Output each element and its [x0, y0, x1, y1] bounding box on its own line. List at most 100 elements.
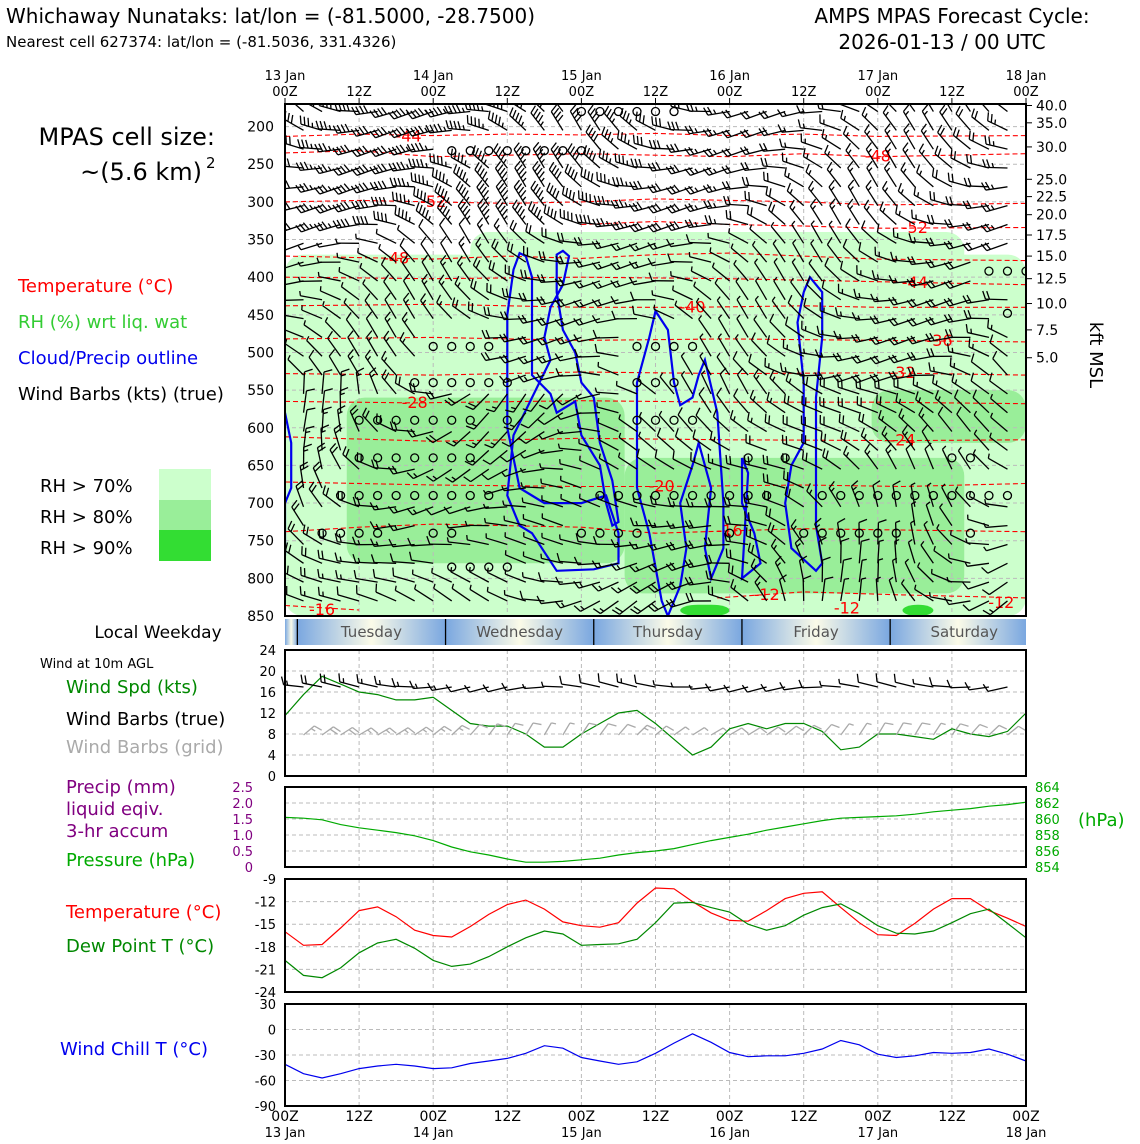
wind-barb-true-flag: [820, 681, 821, 686]
wind-barb-flag: [657, 140, 660, 148]
wind-barb-flag: [843, 415, 844, 424]
wind-barb-flag: [460, 170, 463, 178]
wind-barb-grid-flag: [371, 728, 378, 733]
bottom-hour-label: 00Z: [864, 1109, 891, 1125]
wind-barb-grid-flag: [867, 723, 872, 724]
wind-barb-flag: [475, 162, 479, 169]
wind-barb: [921, 131, 933, 149]
y-tick-label: -18: [255, 941, 276, 956]
weekday-name: Saturday: [930, 623, 998, 641]
wind-barb-flag: [832, 205, 835, 209]
top-date-label: 17 Jan: [857, 69, 898, 84]
wind-barb-flag: [674, 185, 679, 192]
wind-barb-flag: [353, 216, 356, 224]
wind-barb: [785, 176, 804, 187]
wind-barb-flag: [376, 413, 377, 422]
wind-barb-flag: [589, 151, 592, 159]
wind-barb-flag: [920, 171, 922, 175]
bottom-hour-label: 12Z: [642, 1109, 669, 1125]
wind-barb-flag: [436, 170, 437, 178]
wind-barb-flag: [479, 184, 484, 191]
wind-barb-flag: [749, 192, 750, 201]
cycle-value: 2026-01-13 / 00 UTC: [838, 30, 1045, 54]
wind-barb-flag: [713, 169, 716, 173]
weekday-segment: [285, 619, 297, 645]
wind-barb-flag: [557, 96, 562, 103]
wind-barb-flag: [425, 210, 428, 218]
wind-barb-flag: [769, 415, 770, 424]
wind-barb-flag: [903, 105, 908, 112]
wind-barb-flag: [826, 135, 827, 140]
wind-barb-flag: [767, 456, 768, 465]
wind-barb-flag: [695, 149, 698, 153]
wind-barb-flag: [883, 105, 888, 112]
wind-barb: [953, 135, 970, 149]
wind-barb-flag: [621, 178, 623, 186]
wind-barb: [901, 170, 915, 187]
wind-barb-flag: [785, 367, 786, 372]
wind-barb-flag: [557, 172, 561, 179]
kft-tick-label: 5.0: [1036, 351, 1058, 367]
wind-barb-flag: [936, 170, 937, 178]
wind-barb-flag: [876, 395, 877, 404]
wind-barb-flag: [319, 144, 323, 152]
wind-barb: [672, 206, 693, 213]
wind-barb: [841, 118, 859, 130]
wind-barb-flag: [465, 209, 470, 216]
wind-barb-flag: [484, 160, 486, 164]
wind-barb-flag: [656, 184, 661, 191]
top-date-label: 13 Jan: [265, 69, 306, 84]
wind-barb-flag: [513, 223, 516, 231]
wind-barb-flag: [537, 210, 540, 218]
wind-barb-flag: [830, 169, 833, 173]
wind-barb-flag: [308, 118, 309, 127]
wind-barb-flag: [280, 281, 282, 285]
wind-barb-flag: [886, 112, 889, 116]
temperature-contour-label: -40: [679, 297, 705, 316]
wind-barbs-grid-label: Wind Barbs (grid): [66, 737, 224, 758]
wind-barb-flag: [516, 146, 521, 153]
wind-barb-flag: [483, 190, 488, 197]
wind-barb: [550, 94, 563, 112]
wind-barb-flag: [946, 196, 949, 204]
wind-barb-flag: [707, 129, 712, 136]
wind-barb-flag: [533, 184, 538, 191]
wind-barb-flag: [670, 98, 671, 106]
wind-barb: [570, 111, 581, 130]
y-tick-label: 12: [259, 707, 276, 722]
wind-barb-flag: [376, 229, 377, 234]
wind-barb-flag: [419, 219, 423, 226]
wind-barb-flag: [531, 91, 534, 99]
wind-barb-flag: [988, 454, 989, 459]
wind-barb-flag: [695, 205, 698, 209]
wind-barb-flag: [674, 204, 680, 211]
wind-barb-flag: [607, 109, 611, 116]
wind-barb: [398, 230, 415, 244]
wind-barb: [956, 114, 970, 131]
wind-barb-flag: [487, 587, 488, 592]
wind-barb-flag: [451, 149, 452, 157]
wind-barb-true-flag: [894, 674, 895, 682]
y-tick-label: 4: [268, 749, 276, 764]
wind-barb-grid-flag: [608, 724, 616, 726]
wind-barb-flag: [633, 203, 638, 210]
wind-barb-flag: [730, 550, 731, 559]
wind-barb-flag: [761, 158, 763, 166]
wind-barb-true-flag: [579, 674, 580, 682]
wind-barb-true: [580, 683, 600, 687]
wind-barb-flag: [797, 105, 801, 113]
wind-barb-flag: [670, 166, 675, 173]
wind-barb-flag: [867, 206, 870, 210]
wind-barb-flag: [643, 115, 644, 123]
wind-barb-flag: [623, 156, 624, 165]
rh-region: [680, 605, 729, 616]
wind-barb-flag: [969, 338, 970, 347]
wind-barb-flag: [337, 586, 338, 595]
wind-barb-flag: [465, 160, 466, 165]
wind-barb-flag: [502, 209, 507, 216]
wind-barb: [690, 187, 711, 194]
wind-barb-flag: [918, 192, 919, 197]
wind-barb-flag: [986, 182, 990, 189]
wind-barb-flag: [591, 173, 592, 181]
wind-barb-flag: [970, 492, 971, 497]
